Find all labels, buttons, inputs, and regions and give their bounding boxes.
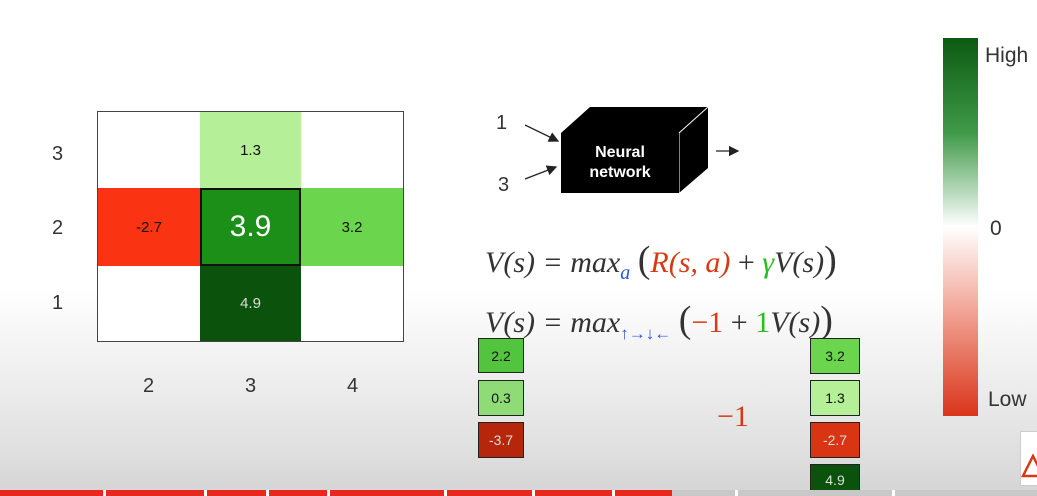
y-label-3: 3 xyxy=(52,143,64,165)
legend-zero-label: 0 xyxy=(990,217,1002,240)
arrow-input-bottom xyxy=(524,165,558,180)
eq2-v: V(s) xyxy=(770,306,821,339)
cell-mid-right: 3.2 xyxy=(301,188,403,266)
arrow-input-top xyxy=(524,124,560,142)
neural-network-box: Neural network xyxy=(561,133,679,193)
x-label-3: 3 xyxy=(245,375,257,397)
eq1-v: V(s) xyxy=(774,246,825,279)
right-value-box: 1.3 xyxy=(810,380,860,416)
eq2-reward: −1 xyxy=(691,306,724,339)
eq2-open: ( xyxy=(678,299,692,341)
left-value-box: -3.7 xyxy=(478,422,524,458)
left-value-box: 2.2 xyxy=(478,338,524,373)
x-label-2: 2 xyxy=(143,375,155,397)
eq2-plus: + xyxy=(723,306,756,339)
nn-input-top: 1 xyxy=(496,112,508,134)
cell-bottom-center: 4.9 xyxy=(200,266,301,341)
bellman-equation: V(s) = maxa (R(s, a) + γV(s)) xyxy=(485,238,837,285)
nn-input-bottom: 3 xyxy=(498,174,510,196)
nn-arrows xyxy=(524,106,740,193)
left-value-box: 0.3 xyxy=(478,380,524,416)
reward-label: −1 xyxy=(717,400,749,433)
nn-box-top xyxy=(561,107,708,133)
eq1-close: ) xyxy=(824,239,837,281)
bellman-equation-applied: V(s) = max↑→↓← (−1 + 1V(s)) xyxy=(485,298,833,344)
right-value-box: 3.2 xyxy=(810,338,860,374)
eq2-lhs: V(s) = max xyxy=(485,306,621,339)
y-label-1: 1 xyxy=(52,292,64,314)
x-label-4: 4 xyxy=(347,375,359,397)
y-label-2: 2 xyxy=(52,217,64,239)
eq1-lhs: V(s) = max xyxy=(485,246,621,279)
progress-bar-chapter-gaps xyxy=(103,490,895,496)
cell-mid-left: -2.7 xyxy=(98,188,200,266)
color-scale-bar xyxy=(943,38,978,416)
warning-icon xyxy=(1020,431,1037,486)
value-grid: 1.3 -2.7 3.9 3.2 4.9 xyxy=(97,111,404,342)
eq1-plus: + xyxy=(730,246,763,279)
eq1-open: ( xyxy=(637,239,651,281)
nn-label-line2: network xyxy=(589,164,651,181)
eq1-sub: a xyxy=(620,262,631,284)
eq1-gamma: γ xyxy=(762,246,775,279)
nn-label-line1: Neural xyxy=(595,144,645,161)
right-value-box: -2.7 xyxy=(810,422,860,458)
eq2-sub: ↑→↓← xyxy=(620,324,672,343)
legend-low-label: Low xyxy=(988,388,1027,411)
progress-bar-played[interactable] xyxy=(0,490,672,496)
cell-mid-center: 3.9 xyxy=(200,188,301,266)
eq2-close: ) xyxy=(820,299,833,341)
nn-box-side xyxy=(679,107,708,193)
progress-bar-remaining[interactable] xyxy=(672,490,1037,496)
cell-top-center: 1.3 xyxy=(200,112,301,188)
eq1-reward: R(s, a) xyxy=(650,246,731,279)
eq2-one: 1 xyxy=(755,306,771,339)
legend-high-label: High xyxy=(985,44,1029,67)
